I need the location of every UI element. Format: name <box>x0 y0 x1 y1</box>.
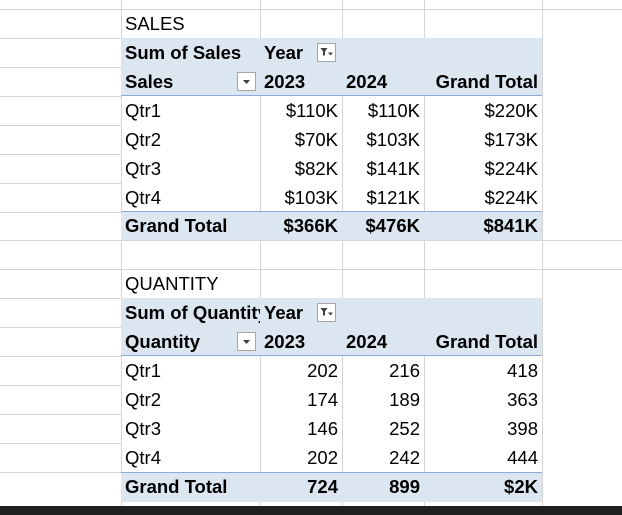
grand-total-value[interactable]: $476K <box>365 215 420 236</box>
row-field-dropdown-button[interactable] <box>237 332 256 351</box>
row-divider <box>0 96 121 97</box>
pivot-measure-label[interactable]: Sum of Quantity <box>125 302 260 323</box>
grand-total-value[interactable]: 899 <box>389 476 420 497</box>
pivot-value-cell[interactable]: 216 <box>389 360 420 381</box>
pivot-value-cell[interactable]: 202 <box>307 447 338 468</box>
pivot-value-cell[interactable]: $141K <box>366 158 421 179</box>
row-divider <box>0 212 121 213</box>
pivot-total-band <box>121 472 542 502</box>
filter-dropdown-icon <box>320 308 333 316</box>
pivot-value-cell[interactable]: 252 <box>389 418 420 439</box>
pivot-value-cell[interactable]: 242 <box>389 447 420 468</box>
pivot-row-label[interactable]: Qtr2 <box>125 129 161 150</box>
grand-total-value[interactable]: 724 <box>307 476 338 497</box>
pivot-column-header[interactable]: Grand Total <box>435 331 538 352</box>
row-divider <box>0 38 121 39</box>
pivot-header-rule <box>121 95 542 96</box>
row-divider <box>0 183 121 184</box>
pivot-measure-label[interactable]: Sum of Sales <box>125 42 242 63</box>
row-divider <box>0 443 121 444</box>
pivot-value-cell[interactable]: $173K <box>484 129 539 150</box>
filter-dropdown-icon <box>320 48 333 56</box>
pivot-title[interactable]: QUANTITY <box>125 273 219 294</box>
pivot-column-field-label[interactable]: Year <box>264 302 304 323</box>
row-divider <box>0 327 121 328</box>
row-divider <box>0 240 622 241</box>
row-divider <box>0 472 121 473</box>
pivot-value-cell[interactable]: 202 <box>307 360 338 381</box>
pivot-column-field-label[interactable]: Year <box>264 42 304 63</box>
pivot-value-cell[interactable]: $224K <box>484 158 539 179</box>
row-divider <box>0 385 121 386</box>
column-divider <box>121 0 122 515</box>
pivot-total-rule <box>121 211 542 212</box>
year-filter-button[interactable] <box>317 303 336 322</box>
pivot-row-field-label[interactable]: Quantity <box>125 331 201 352</box>
pivot-value-cell[interactable]: $82K <box>294 158 338 179</box>
pivot-title[interactable]: SALES <box>125 13 185 34</box>
pivot-value-cell[interactable]: 398 <box>507 418 538 439</box>
row-divider <box>0 9 622 10</box>
chevron-down-icon <box>243 80 250 84</box>
grand-total-label[interactable]: Grand Total <box>125 215 228 236</box>
pivot-row-label[interactable]: Qtr1 <box>125 100 161 121</box>
window-bottom-edge <box>0 506 622 515</box>
column-divider <box>542 0 543 515</box>
row-divider <box>0 154 121 155</box>
pivot-value-cell[interactable]: 174 <box>307 389 338 410</box>
pivot-value-cell[interactable]: $121K <box>366 187 421 208</box>
pivot-value-cell[interactable]: $220K <box>484 100 539 121</box>
row-field-dropdown-button[interactable] <box>237 72 256 91</box>
grand-total-value[interactable]: $841K <box>483 215 538 236</box>
pivot-column-header[interactable]: 2023 <box>264 71 306 92</box>
pivot-row-label[interactable]: Qtr1 <box>125 360 161 381</box>
pivot-value-cell[interactable]: 363 <box>507 389 538 410</box>
row-divider <box>0 269 622 270</box>
pivot-column-header[interactable]: 2024 <box>346 331 388 352</box>
pivot-row-field-label[interactable]: Sales <box>125 71 174 92</box>
grand-total-label[interactable]: Grand Total <box>125 476 228 497</box>
pivot-total-band <box>121 211 542 240</box>
pivot-column-header[interactable]: 2023 <box>264 331 306 352</box>
row-divider <box>0 67 121 68</box>
pivot-row-label[interactable]: Qtr4 <box>125 187 161 208</box>
chevron-down-icon <box>243 340 250 344</box>
pivot-value-cell[interactable]: 146 <box>307 418 338 439</box>
column-divider <box>424 0 425 515</box>
pivot-value-cell[interactable]: 189 <box>389 389 420 410</box>
year-filter-button[interactable] <box>317 43 336 62</box>
pivot-header-rule <box>121 355 542 356</box>
row-divider <box>0 298 121 299</box>
grand-total-value[interactable]: $366K <box>283 215 338 236</box>
pivot-value-cell[interactable]: $103K <box>284 187 339 208</box>
pivot-column-header[interactable]: Grand Total <box>435 71 538 92</box>
pivot-row-label[interactable]: Qtr4 <box>125 447 161 468</box>
pivot-row-label[interactable]: Qtr3 <box>125 158 161 179</box>
pivot-value-cell[interactable]: $103K <box>366 129 421 150</box>
pivot-value-cell[interactable]: $110K <box>367 100 420 121</box>
pivot-value-cell[interactable]: $224K <box>484 187 539 208</box>
row-divider <box>0 414 121 415</box>
column-divider <box>342 0 343 515</box>
pivot-value-cell[interactable]: 444 <box>507 447 538 468</box>
pivot-row-label[interactable]: Qtr3 <box>125 418 161 439</box>
pivot-value-cell[interactable]: 418 <box>507 360 538 381</box>
row-divider <box>0 356 121 357</box>
pivot-column-header[interactable]: 2024 <box>346 71 388 92</box>
grand-total-value[interactable]: $2K <box>504 476 538 497</box>
column-divider <box>260 0 261 515</box>
pivot-total-rule <box>121 472 542 473</box>
pivot-row-label[interactable]: Qtr2 <box>125 389 161 410</box>
pivot-value-cell[interactable]: $70K <box>294 129 338 150</box>
pivot-value-cell[interactable]: $110K <box>285 100 338 121</box>
row-divider <box>0 125 121 126</box>
